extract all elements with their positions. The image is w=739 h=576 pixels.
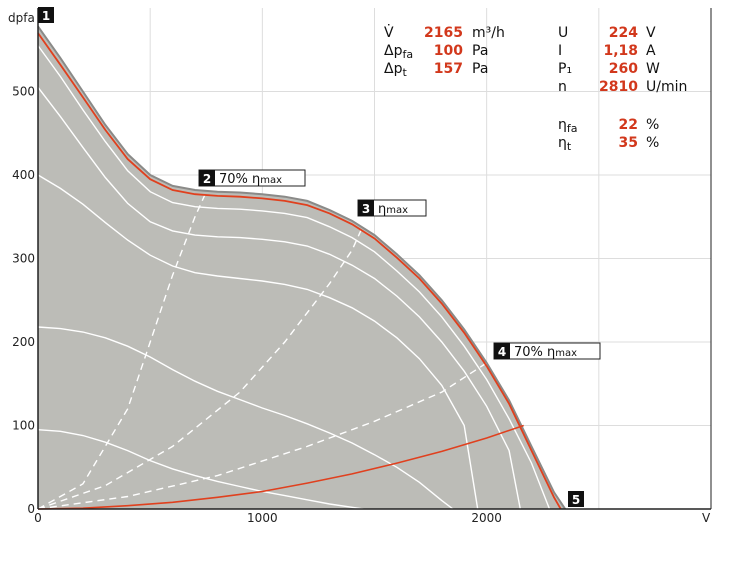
param-right-value: 2810 [599, 79, 638, 95]
param-right-value: 260 [608, 61, 638, 77]
markers: 1 70% ηmax 2 ηmax 3 70% ηmax 4 5 [38, 7, 601, 507]
param-left-unit: Pa [472, 43, 489, 59]
param-right-unit: U/min [646, 79, 688, 95]
marker-2: 70% ηmax 2 [198, 169, 306, 187]
param-right-name: P₁ [558, 61, 573, 77]
marker-1: 1 [38, 7, 54, 23]
x-tick-label: 1000 [247, 511, 278, 525]
param-left-value: 2165 [424, 25, 463, 41]
marker-4: 70% ηmax 4 [493, 342, 601, 360]
param-left-unit: m³/h [472, 25, 505, 41]
system-curve [37, 424, 524, 510]
param-right-value: 1,18 [603, 43, 638, 59]
x-axis-label: V [702, 511, 711, 525]
param-left-name: V̇ [384, 25, 394, 41]
param-right-value: 22 [618, 117, 638, 133]
marker-number: 1 [42, 9, 50, 23]
param-right-name: ηt [558, 135, 572, 153]
marker-number-box [199, 170, 215, 186]
efficiency-line-3 [37, 345, 506, 510]
marker-number: 4 [498, 345, 506, 359]
param-right-unit: % [646, 117, 660, 133]
marker-number-box [358, 200, 374, 216]
marker-number: 3 [362, 202, 370, 216]
marker-label: 70% ηmax [219, 172, 282, 187]
param-right-name: n [558, 79, 567, 95]
tick-labels: 0 1000 2000 0 100 200 300 400 500 [12, 85, 502, 526]
param-left-value: 157 [433, 61, 463, 77]
param-right-name: I [558, 43, 563, 59]
efficiency-line-2 [37, 224, 364, 510]
y-tick-label: 0 [27, 502, 35, 516]
marker-label: ηmax [378, 202, 408, 217]
param-left-unit: Pa [472, 61, 489, 77]
envelope-area [38, 26, 566, 510]
y-tick-label: 300 [12, 252, 35, 266]
y-tick-label: 100 [12, 419, 35, 433]
marker-3: ηmax 3 [357, 199, 427, 217]
operating-curve [37, 32, 562, 510]
plot-frame [37, 8, 712, 510]
x-tick-label: 0 [34, 511, 42, 525]
param-right-name: U [558, 25, 569, 41]
marker-number-box [568, 491, 584, 507]
marker-number: 2 [203, 172, 211, 186]
marker-number-box [494, 343, 510, 359]
envelope-layer [37, 25, 567, 510]
speed-curve-2 [37, 86, 521, 510]
y-tick-label: 500 [12, 85, 35, 99]
y-tick-label: 200 [12, 335, 35, 349]
y-axis-label: dpfa [8, 11, 35, 25]
param-left-name: Δpfa [384, 43, 414, 61]
marker-number: 5 [572, 493, 580, 507]
y-tick-label: 400 [12, 168, 35, 182]
param-right-name: ηfa [558, 117, 578, 135]
param-left-name: Δpt [384, 61, 407, 79]
marker-number-box [38, 7, 54, 23]
param-right-unit: A [646, 43, 656, 59]
curves-layer [37, 32, 562, 510]
efficiency-line-1 [37, 191, 207, 510]
param-right-value: 35 [618, 135, 638, 151]
marker-label: 70% ηmax [514, 345, 577, 360]
speed-curve-3 [37, 174, 479, 510]
param-left-value: 100 [433, 43, 463, 59]
speed-curve-4 [37, 326, 454, 510]
x-tick-label: 2000 [471, 511, 502, 525]
param-right-unit: W [646, 61, 660, 77]
param-right-unit: V [646, 25, 656, 41]
envelope-line [37, 25, 567, 510]
speed-curve-1 [37, 45, 551, 510]
param-right-value: 224 [608, 25, 638, 41]
param-right-unit: % [646, 135, 660, 151]
marker-5: 5 [568, 491, 584, 507]
